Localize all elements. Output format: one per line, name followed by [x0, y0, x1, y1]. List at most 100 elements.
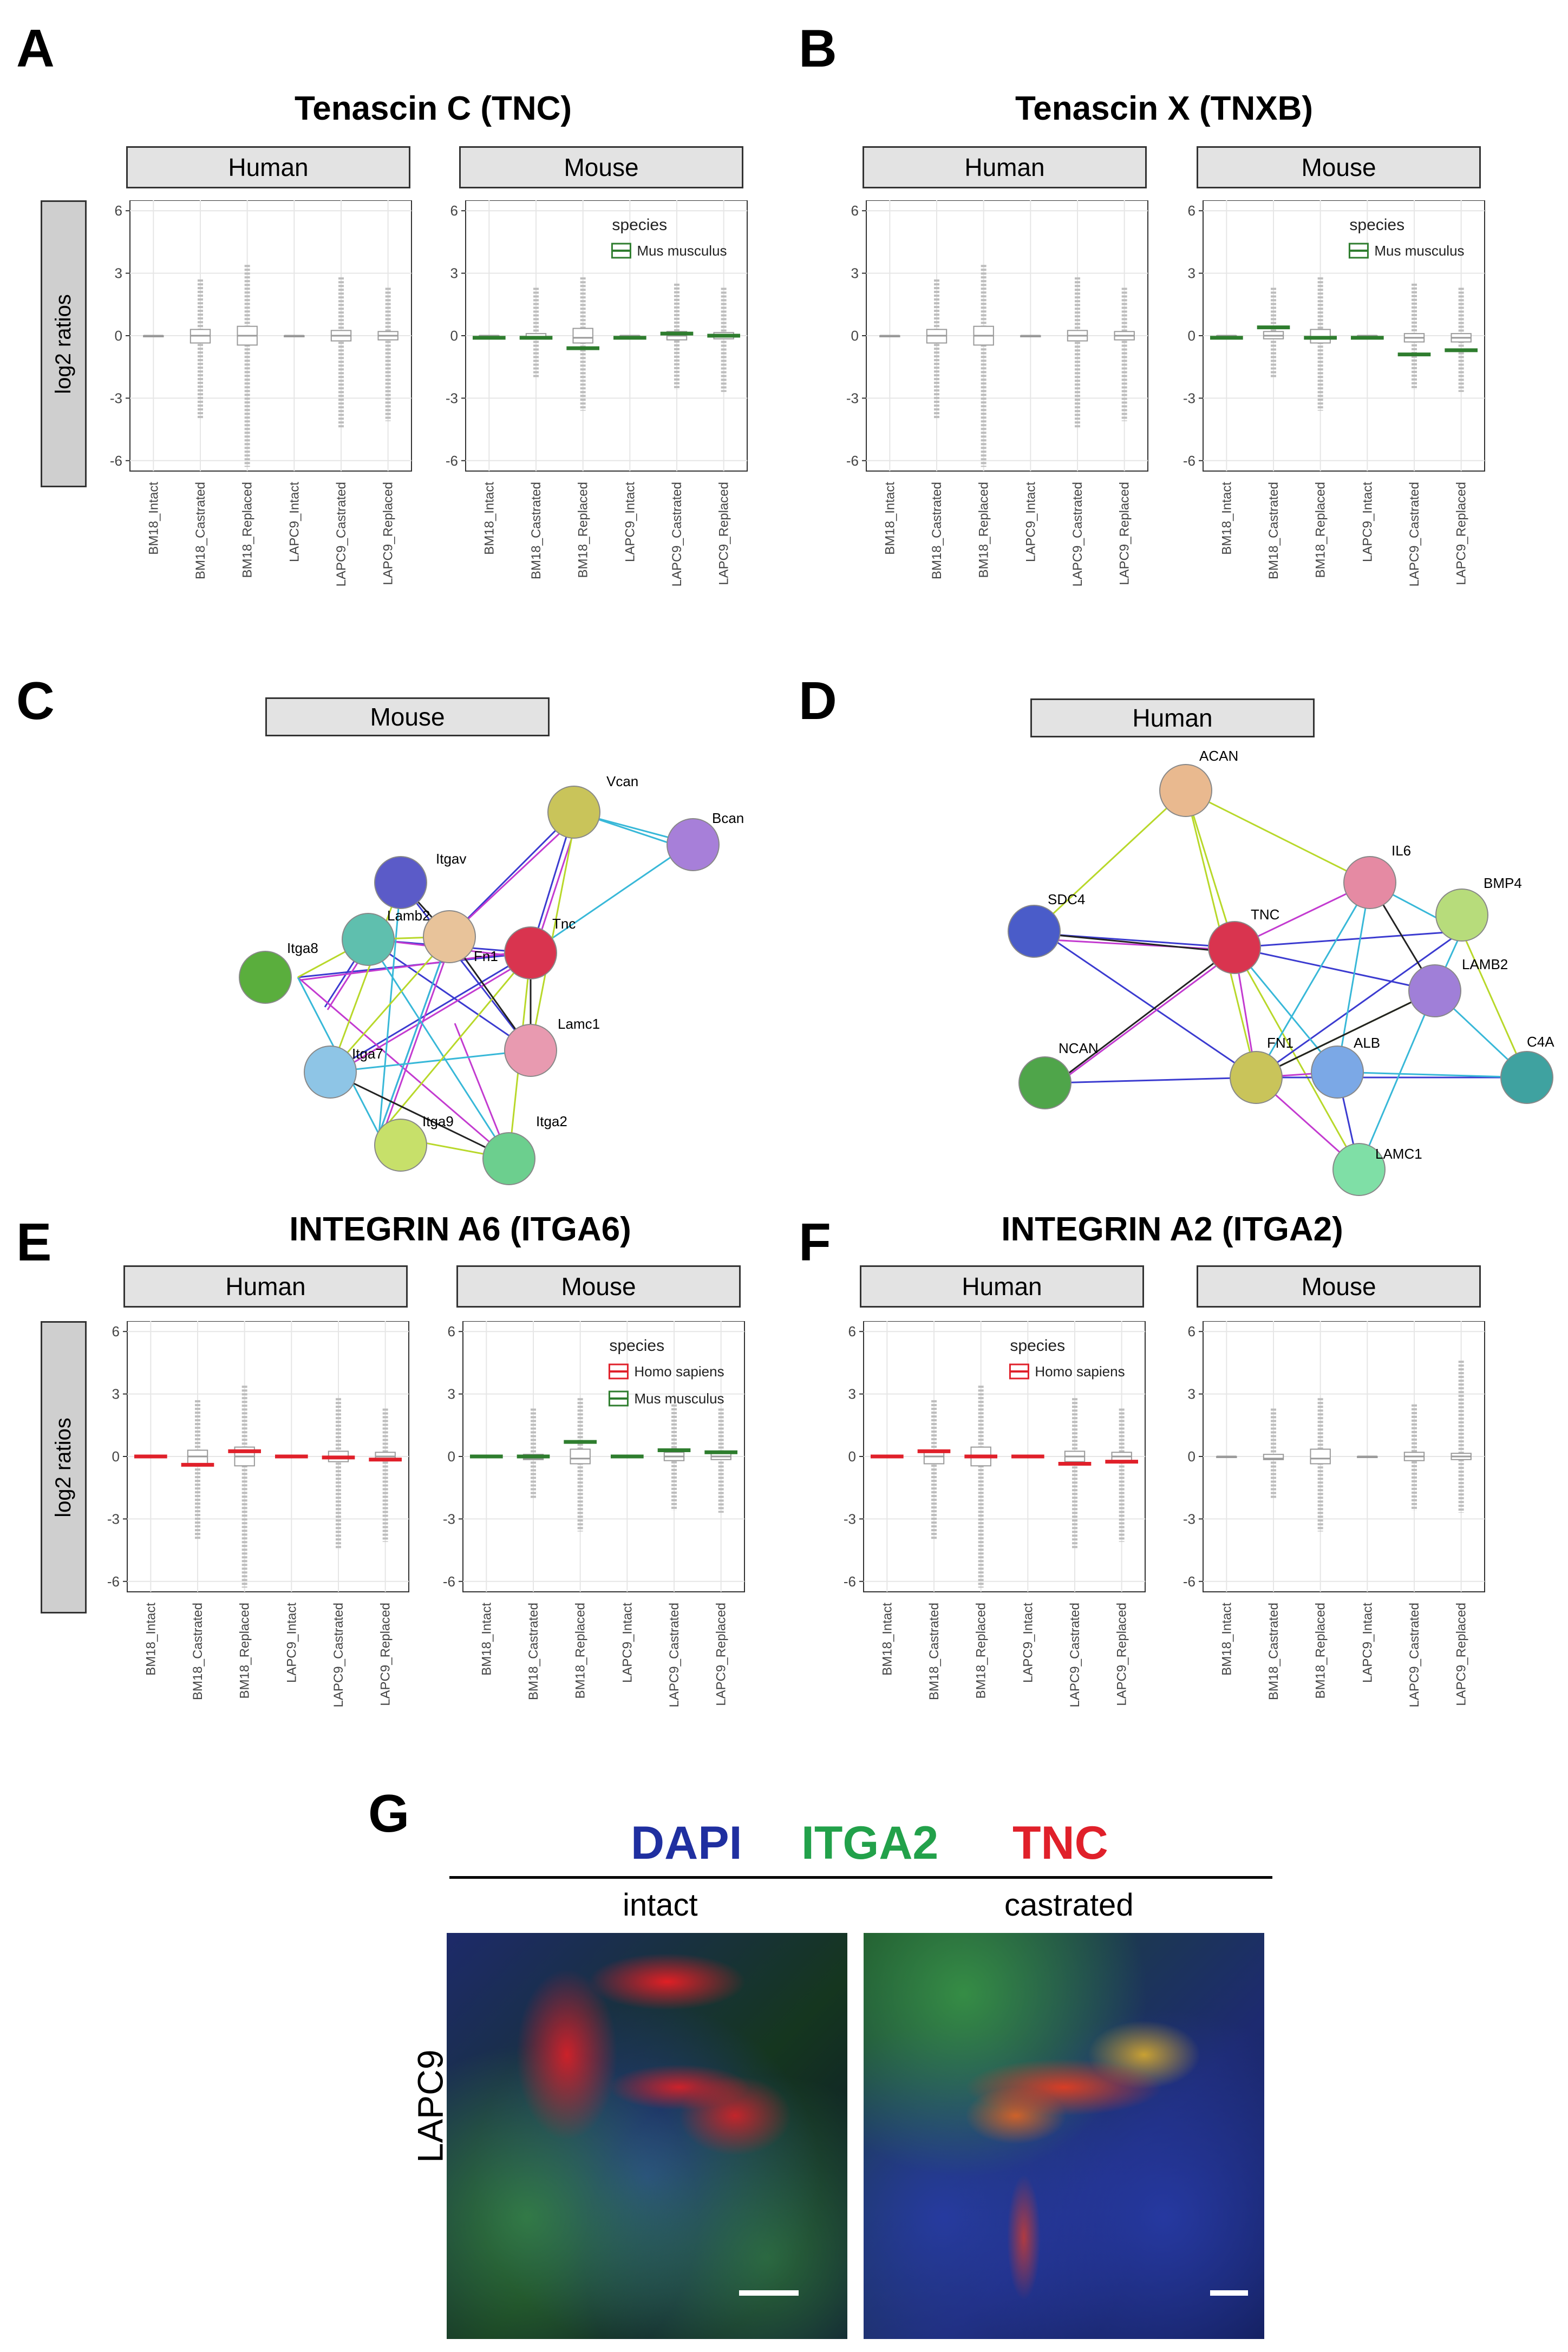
x-tick-label: BM18_Replaced [1314, 1603, 1328, 1698]
x-tick-label: BM18_Intact [880, 1603, 894, 1676]
panel-letter-d: D [799, 671, 837, 730]
facet-strip-human-e: Human [123, 1265, 408, 1308]
y-tick-label: -3 [844, 1511, 856, 1527]
y-tick-label: -6 [1183, 453, 1195, 469]
y-tick-label: -6 [1183, 1573, 1195, 1590]
x-tick-label: LAPC9_Replaced [714, 1603, 729, 1706]
box [1263, 1454, 1284, 1460]
x-tick-label: LAPC9_Replaced [1454, 1603, 1469, 1706]
box [1310, 1448, 1331, 1465]
y-tick-label: -6 [110, 453, 122, 469]
micrograph-castrated [864, 1933, 1264, 2339]
panel-letter-e: E [16, 1212, 52, 1272]
x-tick-label: BM18_Intact [1219, 1603, 1234, 1676]
node-itga9: Itga9 [374, 1113, 454, 1172]
y-tick-label: 0 [450, 328, 458, 344]
facet-strip-human-b: Human [863, 146, 1147, 188]
node-vcan: Vcan [547, 773, 638, 839]
y-tick-label: 6 [112, 1323, 120, 1340]
node-c4a: C4A [1500, 1034, 1554, 1104]
node-acan: ACAN [1159, 748, 1238, 817]
panel-a-title: Tenascin C (TNC) [294, 90, 572, 127]
x-tick-label: BM18_Castrated [1266, 482, 1281, 579]
svg-text:IL6: IL6 [1391, 842, 1411, 859]
y-tick-label: -3 [1183, 390, 1195, 406]
x-tick-label: LAPC9_Intact [1023, 482, 1038, 562]
svg-text:FN1: FN1 [1267, 1035, 1293, 1051]
x-tick-label: BM18_Replaced [240, 482, 255, 578]
y-axis-label: log2 ratios [51, 1417, 75, 1518]
y-tick-label: 6 [448, 1323, 455, 1340]
y-tick-label: 6 [115, 202, 122, 219]
x-tick-label: LAPC9_Castrated [334, 482, 349, 586]
y-tick-label: 3 [115, 265, 122, 282]
boxplot-a-mouse: -6 -3 0 3 6 BM18_Intact BM18_Castrated BM18_Rep… [446, 200, 748, 586]
x-tick-label: LAPC9_Castrated [667, 1603, 682, 1707]
legend-title: species [609, 1337, 664, 1355]
legend-title: species [1349, 216, 1404, 234]
legend-label: Mus musculus [1374, 243, 1464, 259]
svg-text:ALB: ALB [1354, 1035, 1380, 1051]
x-tick-label: LAPC9_Castrated [670, 482, 684, 586]
x-tick-label: LAPC9_Replaced [381, 482, 396, 585]
x-tick-label: BM18_Replaced [573, 1603, 588, 1698]
node-alb: ALB [1311, 1035, 1380, 1099]
svg-text:Itgav: Itgav [436, 851, 466, 867]
x-tick-label: LAPC9_Intact [284, 1603, 299, 1683]
x-tick-label: BM18_Castrated [529, 482, 544, 579]
y-tick-label: -6 [443, 1573, 455, 1590]
x-tick-label: LAPC9_Replaced [1118, 482, 1132, 585]
boxplot-b-mouse: -6 -3 0 3 6 BM18_Intact BM18_Castrated BM18_Rep… [1183, 200, 1485, 586]
svg-text:Itga8: Itga8 [287, 940, 318, 956]
legend-title: species [1010, 1337, 1065, 1355]
svg-text:ACAN: ACAN [1199, 748, 1238, 764]
x-tick-label: LAPC9_Castrated [1068, 1603, 1082, 1707]
stain-label-dapi: DAPI [631, 1817, 742, 1869]
x-tick-label: BM18_Intact [1219, 482, 1234, 555]
node-ncan: NCAN [1018, 1040, 1099, 1109]
y-tick-label: -6 [446, 453, 458, 469]
y-tick-label: 0 [851, 328, 859, 344]
panel-f-title: INTEGRIN A2 (ITGA2) [1001, 1211, 1343, 1248]
svg-text:BMP4: BMP4 [1484, 875, 1522, 891]
panel-e-title: INTEGRIN A6 (ITGA6) [289, 1211, 631, 1248]
x-tick-label: LAPC9_Castrated [1070, 482, 1085, 586]
boxplot-e-human: -6 -3 0 3 6 BM18_Intact BM18_Castrated BM18_Rep… [107, 1321, 409, 1707]
legend-title: species [612, 216, 667, 234]
y-tick-label: -3 [107, 1511, 120, 1527]
node-bcan: Bcan [667, 810, 744, 871]
facet-strip-mouse-b: Mouse [1197, 146, 1481, 188]
node-itga7: Itga7 [304, 1046, 383, 1099]
row-label-lapc9: LAPC9 [410, 2049, 450, 2163]
y-tick-label: 6 [450, 202, 458, 219]
facet-strip-mouse-a: Mouse [459, 146, 743, 188]
stain-label-tnc: TNC [1012, 1817, 1108, 1869]
svg-text:Itga7: Itga7 [352, 1046, 383, 1062]
x-tick-label: LAPC9_Castrated [1407, 482, 1422, 586]
x-tick-label: BM18_Intact [479, 1603, 494, 1676]
y-tick-label: 6 [1188, 1323, 1195, 1340]
scale-bar [739, 2290, 799, 2296]
x-tick-label: LAPC9_Replaced [1454, 482, 1469, 585]
panel-letter-c: C [16, 671, 55, 730]
y-tick-label: 3 [112, 1386, 120, 1402]
condition-label-intact: intact [623, 1887, 698, 1923]
boxplot-e-mouse: -6 -3 0 3 6 BM18_Intact BM18_Castrated BM18_Rep… [443, 1321, 745, 1707]
box [572, 328, 593, 344]
x-tick-label: LAPC9_Intact [287, 482, 302, 562]
node-tnc: TNC [1208, 906, 1279, 974]
svg-text:Tnc: Tnc [552, 916, 576, 932]
y-axis-label-box-e: log2 ratios [41, 1321, 87, 1613]
x-tick-label: BM18_Castrated [526, 1603, 541, 1700]
panel-letter-b: B [799, 18, 837, 78]
micrograph-intact [447, 1933, 847, 2339]
panel-letter-a: A [16, 18, 55, 78]
node-tnc: Tnc [504, 916, 576, 979]
network-nodes: Vcan Bcan Itgav Lamb2 Tnc Fn1 Itga8 Lamc… [239, 773, 744, 1185]
y-tick-label: 6 [851, 202, 859, 219]
x-tick-label: BM18_Castrated [930, 482, 944, 579]
x-tick-label: LAPC9_Replaced [378, 1603, 393, 1706]
panel-b-title: Tenascin X (TNXB) [1015, 90, 1314, 127]
network-strip-human: Human [1030, 698, 1315, 737]
facet-strip-human-a: Human [126, 146, 410, 188]
